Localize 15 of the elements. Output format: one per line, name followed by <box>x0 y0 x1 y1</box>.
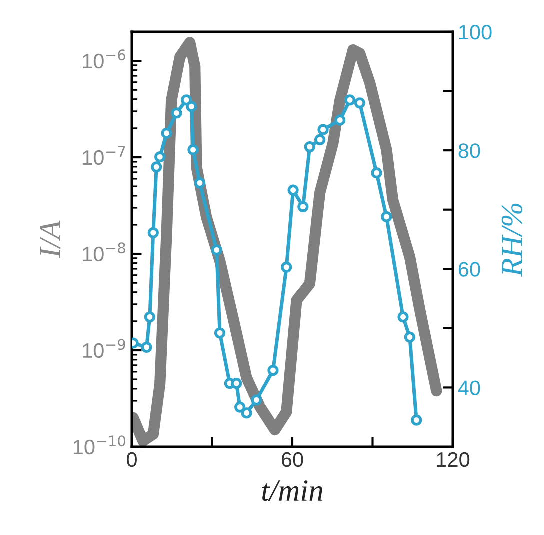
x-tick-label: 0 <box>127 452 137 468</box>
y2-tick-label: 40 <box>458 380 480 396</box>
y2-axis-title: RH/% <box>502 204 523 277</box>
x-tick-label: 60 <box>282 452 304 468</box>
y-tick-label: 10$^{−8}$ <box>83 242 126 262</box>
y-axis-title: I/A <box>40 220 61 258</box>
y2-tick-label: 100 <box>459 25 492 40</box>
y2-tick-label: 60 <box>458 262 480 277</box>
y-tick-label: 10$^{−10}$ <box>74 436 126 455</box>
y2-tick-label: 80 <box>458 144 480 158</box>
y-tick-label: 10$^{−6}$ <box>83 50 126 69</box>
x-axis-title: t/min <box>262 480 323 502</box>
y-tick-label: 10$^{−7}$ <box>83 146 126 166</box>
x-tick-label: 120 <box>437 452 470 468</box>
y-tick-label: 10$^{−9}$ <box>83 339 126 358</box>
